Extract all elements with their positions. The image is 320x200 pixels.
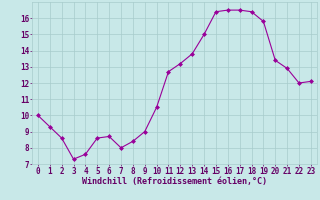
X-axis label: Windchill (Refroidissement éolien,°C): Windchill (Refroidissement éolien,°C) (82, 177, 267, 186)
